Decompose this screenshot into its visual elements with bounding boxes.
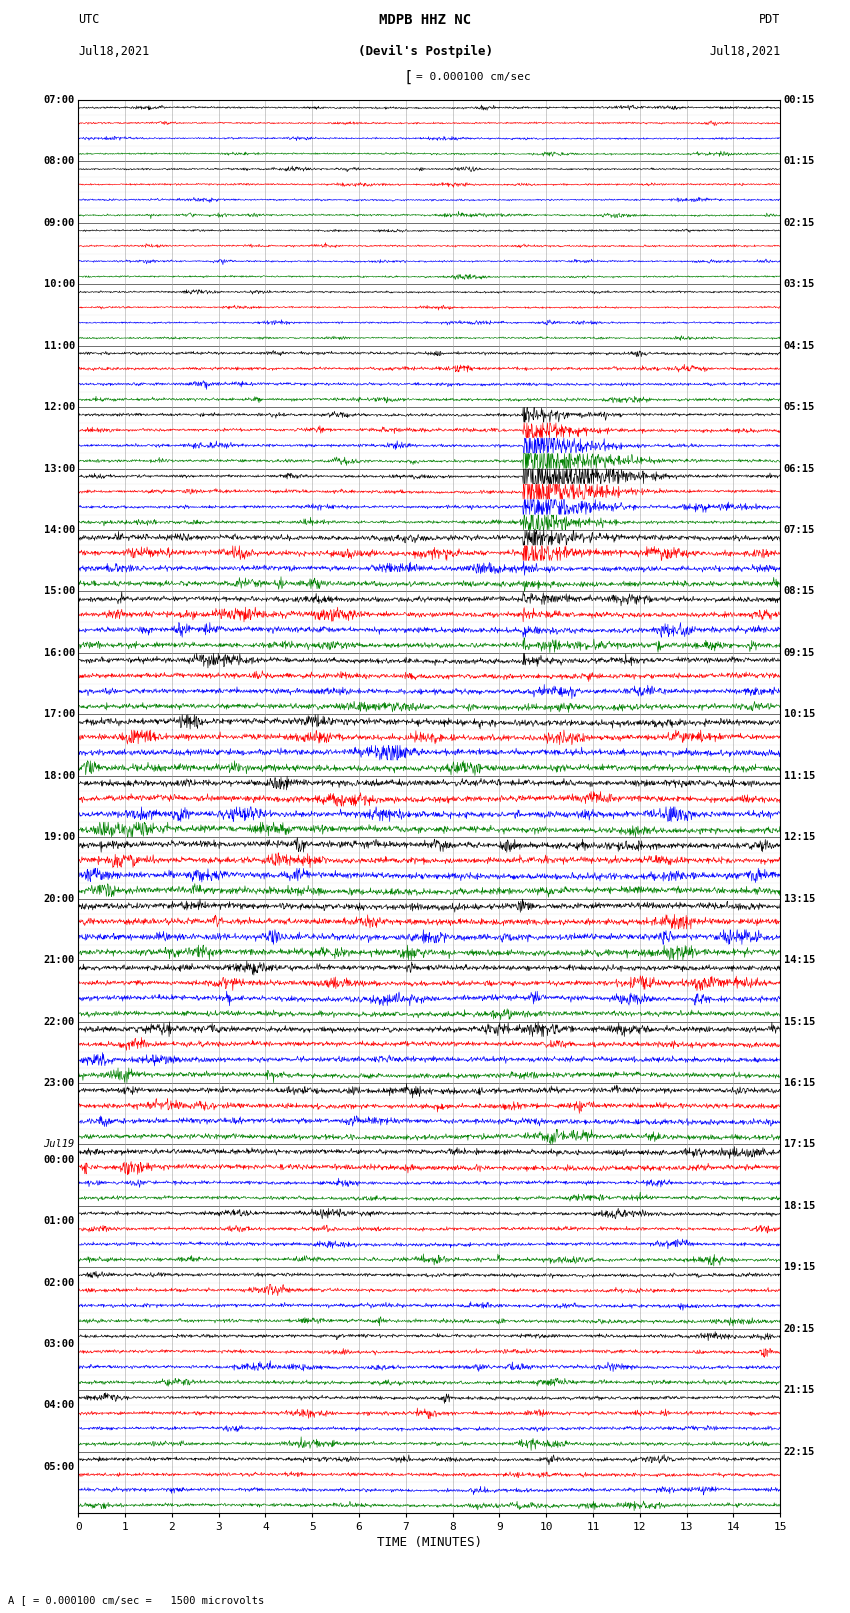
X-axis label: TIME (MINUTES): TIME (MINUTES) xyxy=(377,1536,482,1548)
Text: (Devil's Postpile): (Devil's Postpile) xyxy=(358,45,492,58)
Text: PDT: PDT xyxy=(759,13,780,26)
Text: 05:00: 05:00 xyxy=(43,1461,75,1473)
Text: 15:15: 15:15 xyxy=(784,1016,815,1026)
Text: 12:00: 12:00 xyxy=(43,402,75,413)
Text: 22:00: 22:00 xyxy=(43,1016,75,1026)
Text: 20:00: 20:00 xyxy=(43,894,75,903)
Text: 02:00: 02:00 xyxy=(43,1277,75,1287)
Text: 17:15: 17:15 xyxy=(784,1139,815,1150)
Text: 18:00: 18:00 xyxy=(43,771,75,781)
Text: 23:00: 23:00 xyxy=(43,1077,75,1087)
Text: 18:15: 18:15 xyxy=(784,1200,815,1211)
Text: Jul18,2021: Jul18,2021 xyxy=(709,45,780,58)
Text: [: [ xyxy=(404,69,412,85)
Text: 05:15: 05:15 xyxy=(784,402,815,413)
Text: 14:15: 14:15 xyxy=(784,955,815,965)
Text: 08:15: 08:15 xyxy=(784,587,815,597)
Text: 11:15: 11:15 xyxy=(784,771,815,781)
Text: 06:15: 06:15 xyxy=(784,463,815,474)
Text: 12:15: 12:15 xyxy=(784,832,815,842)
Text: 22:15: 22:15 xyxy=(784,1447,815,1457)
Text: 01:15: 01:15 xyxy=(784,156,815,166)
Text: 00:00: 00:00 xyxy=(43,1155,75,1165)
Text: 07:15: 07:15 xyxy=(784,526,815,536)
Text: A [ = 0.000100 cm/sec =   1500 microvolts: A [ = 0.000100 cm/sec = 1500 microvolts xyxy=(8,1595,264,1605)
Text: 10:00: 10:00 xyxy=(43,279,75,289)
Text: 13:00: 13:00 xyxy=(43,463,75,474)
Text: 21:15: 21:15 xyxy=(784,1386,815,1395)
Text: 03:00: 03:00 xyxy=(43,1339,75,1348)
Text: 14:00: 14:00 xyxy=(43,526,75,536)
Text: UTC: UTC xyxy=(78,13,99,26)
Text: 16:00: 16:00 xyxy=(43,648,75,658)
Text: 10:15: 10:15 xyxy=(784,710,815,719)
Text: = 0.000100 cm/sec: = 0.000100 cm/sec xyxy=(416,73,531,82)
Text: 21:00: 21:00 xyxy=(43,955,75,965)
Text: 13:15: 13:15 xyxy=(784,894,815,903)
Text: 01:00: 01:00 xyxy=(43,1216,75,1226)
Text: 19:15: 19:15 xyxy=(784,1263,815,1273)
Text: 04:00: 04:00 xyxy=(43,1400,75,1410)
Text: MDPB HHZ NC: MDPB HHZ NC xyxy=(379,13,471,27)
Text: 08:00: 08:00 xyxy=(43,156,75,166)
Text: 03:15: 03:15 xyxy=(784,279,815,289)
Text: 16:15: 16:15 xyxy=(784,1077,815,1087)
Text: 07:00: 07:00 xyxy=(43,95,75,105)
Text: Jul18,2021: Jul18,2021 xyxy=(78,45,150,58)
Text: 00:15: 00:15 xyxy=(784,95,815,105)
Text: 09:15: 09:15 xyxy=(784,648,815,658)
Text: 19:00: 19:00 xyxy=(43,832,75,842)
Text: Jul19: Jul19 xyxy=(43,1139,75,1150)
Text: 11:00: 11:00 xyxy=(43,340,75,350)
Text: 02:15: 02:15 xyxy=(784,218,815,227)
Text: 20:15: 20:15 xyxy=(784,1324,815,1334)
Text: 15:00: 15:00 xyxy=(43,587,75,597)
Text: 04:15: 04:15 xyxy=(784,340,815,350)
Text: 09:00: 09:00 xyxy=(43,218,75,227)
Text: 17:00: 17:00 xyxy=(43,710,75,719)
